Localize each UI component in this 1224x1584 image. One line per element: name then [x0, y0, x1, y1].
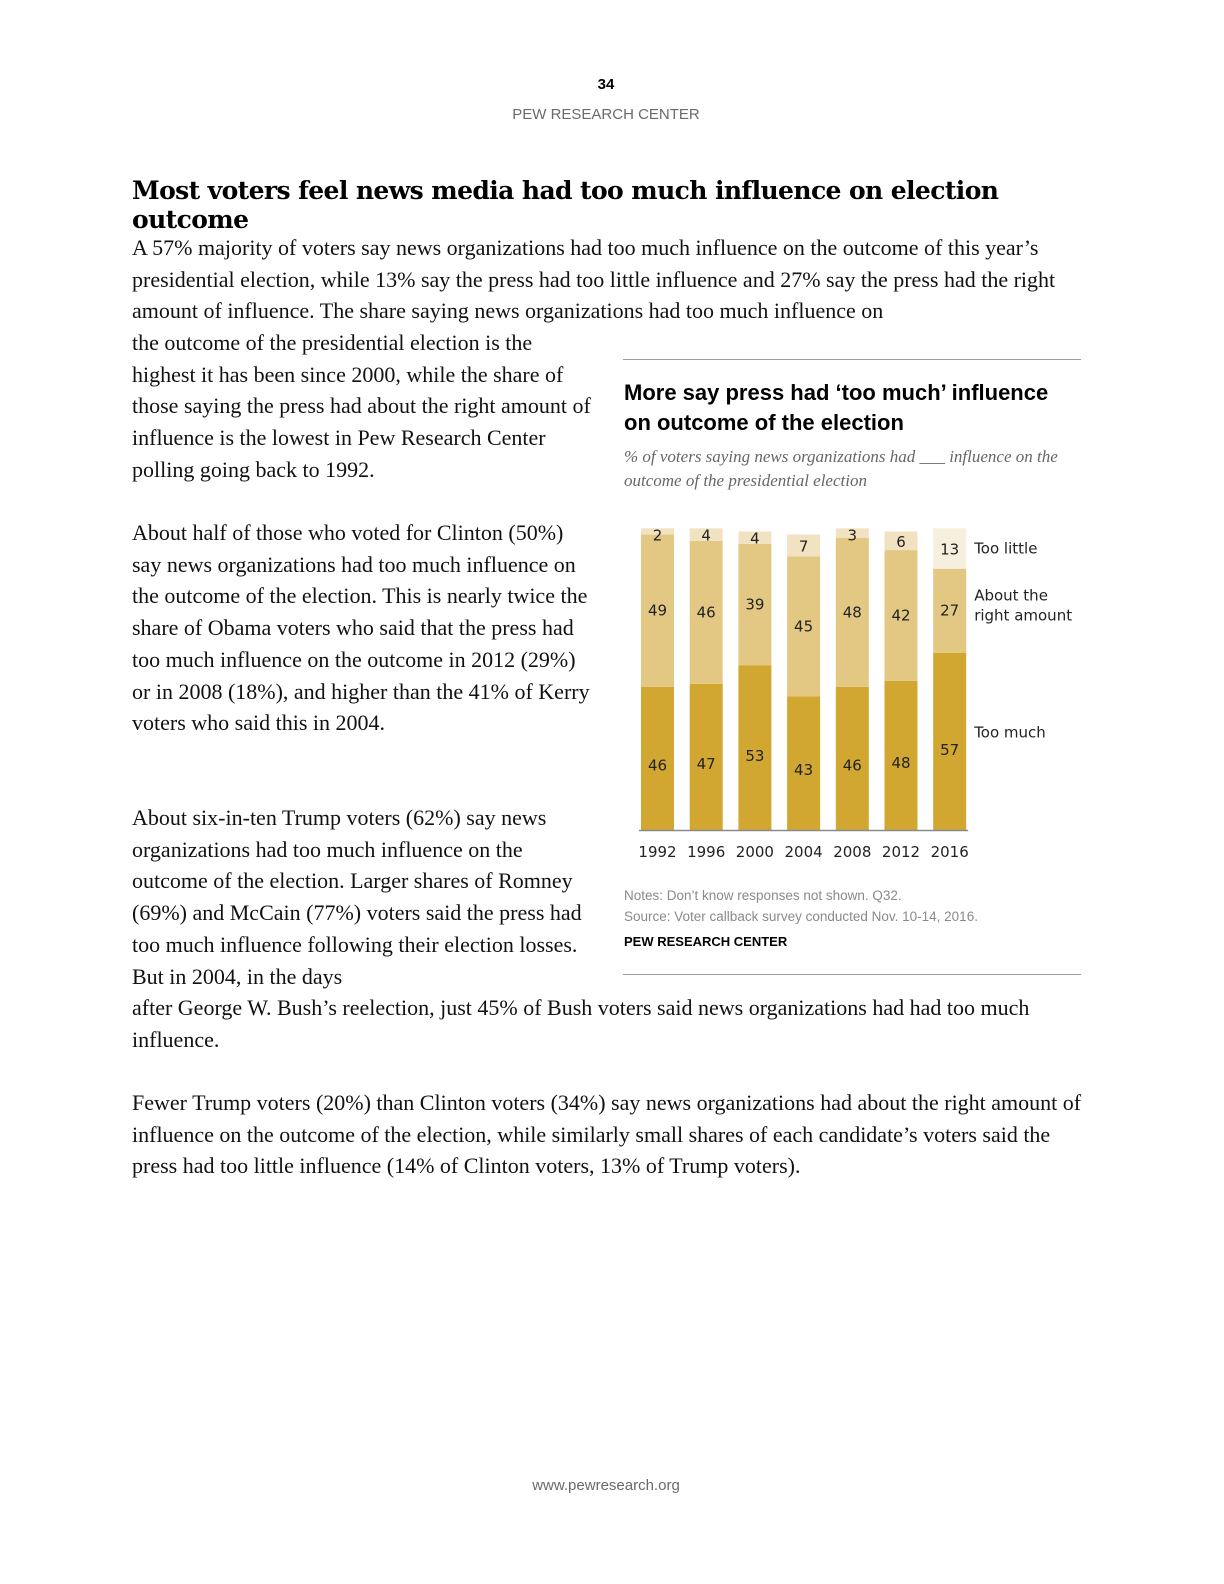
data-label-2016-1: 27: [940, 602, 959, 620]
x-tick-label-2012: 2012: [882, 843, 920, 861]
bar-segment-1992-0: [641, 686, 674, 830]
chart-source-text: Source: Voter callback survey conducted …: [624, 909, 978, 924]
bar-segment-2004-1: [787, 556, 821, 697]
bar-segment-2000-0: [738, 665, 772, 830]
data-label-2012-1: 42: [891, 606, 910, 624]
bar-segment-2012-2: [884, 531, 918, 551]
paragraph-4: Fewer Trump voters (20%) than Clinton vo…: [132, 1090, 1082, 1179]
bar-segment-2004-2: [787, 534, 821, 557]
data-label-2008-1: 48: [843, 603, 862, 621]
bar-segment-1996-0: [689, 683, 723, 830]
x-tick-label-2004: 2004: [785, 843, 823, 861]
data-label-2004-2: 7: [799, 537, 809, 555]
chart-subtitle: % of voters saying news organizations ha…: [624, 447, 1058, 490]
data-label-2004-0: 43: [794, 761, 813, 779]
paragraph-1-full: A 57% majority of voters say news organi…: [132, 235, 1056, 324]
chart-credit: PEW RESEARCH CENTER: [624, 934, 788, 949]
bar-segment-2008-2: [835, 528, 869, 538]
bar-segment-2000-2: [738, 531, 772, 544]
chart-notes: Notes: Don’t know responses not shown. Q…: [624, 885, 1074, 927]
page-number: 34: [597, 76, 615, 93]
data-label-2004-1: 45: [794, 617, 813, 635]
legend-label-about-right-line1: About the: [974, 587, 1048, 605]
bar-segment-2008-1: [835, 537, 869, 687]
bar-segment-2008-0: [835, 686, 869, 830]
data-label-2000-1: 39: [745, 596, 764, 614]
x-tick-label-1992: 1992: [638, 843, 676, 861]
data-label-1996-0: 47: [697, 755, 716, 773]
x-tick-label-2000: 2000: [736, 843, 774, 861]
data-label-1996-1: 46: [697, 603, 716, 621]
bar-segment-1996-1: [689, 540, 723, 684]
data-label-2000-0: 53: [745, 747, 764, 765]
data-label-2016-2: 13: [940, 541, 959, 559]
paragraph-3-full: after George W. Bush’s reelection, just …: [132, 995, 1030, 1052]
legend-label-too-much: Too much: [973, 723, 1046, 741]
bar-segment-2000-1: [738, 543, 772, 666]
data-label-2008-2: 3: [848, 526, 858, 544]
bar-segment-2012-0: [884, 680, 918, 830]
legend-label-too-little: Too little: [973, 540, 1037, 558]
bar-segment-2016-2: [933, 528, 967, 569]
legend-label-about-right-line2: right amount: [974, 607, 1072, 625]
paragraph-1-wrapped: the outcome of the presidential election…: [132, 330, 591, 482]
footer-url[interactable]: www.pewresearch.org: [532, 1477, 680, 1494]
data-label-2008-0: 46: [843, 757, 862, 775]
bar-segment-1992-2: [641, 528, 674, 535]
x-tick-label-2016: 2016: [931, 843, 969, 861]
bar-segment-2016-0: [933, 652, 967, 830]
data-label-2000-2: 4: [750, 529, 760, 547]
x-tick-label-1996: 1996: [687, 843, 725, 861]
bar-segment-2016-1: [933, 568, 967, 653]
chart-title: More say press had ‘too much’ influence …: [624, 380, 1049, 435]
paragraph-3-wrapped: About six-in-ten Trump voters (62%) say …: [132, 805, 582, 989]
data-label-2012-0: 48: [891, 754, 910, 772]
data-label-2012-2: 6: [896, 533, 906, 551]
stacked-bar-chart: 46 49 2 1992 47 46 4 1996 53 39 4 2000 43 45 7 2004 46 48…: [638, 526, 1072, 861]
data-label-2016-0: 57: [940, 741, 959, 759]
paragraph-2: About half of those who voted for Clinto…: [132, 520, 590, 736]
bar-segment-2004-0: [787, 696, 821, 830]
running-header: PEW RESEARCH CENTER: [512, 106, 700, 123]
data-label-1992-0: 46: [648, 757, 667, 775]
chart-note-text: Notes: Don’t know responses not shown. Q…: [624, 888, 902, 903]
article-title: Most voters feel news media had too much…: [132, 176, 999, 234]
bar-segment-1992-1: [641, 534, 674, 687]
data-label-1992-1: 49: [648, 602, 667, 620]
chart-panel: More say press had ‘too much’ influence …: [623, 359, 1081, 975]
x-tick-label-2008: 2008: [833, 843, 871, 861]
data-label-1996-2: 4: [701, 526, 711, 544]
bar-segment-2012-1: [884, 550, 918, 681]
bar-segment-1996-2: [689, 528, 723, 541]
data-label-1992-2: 2: [653, 526, 663, 544]
